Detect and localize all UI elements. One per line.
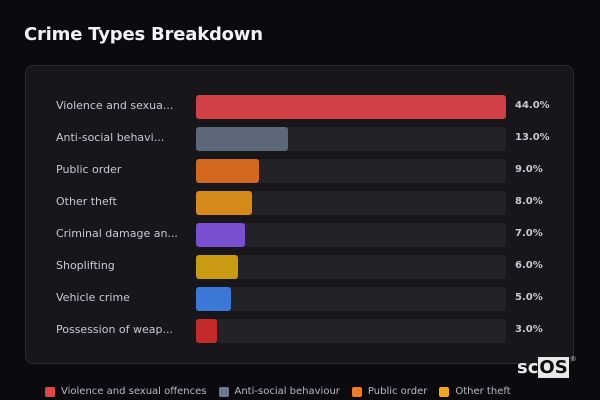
bar[interactable] [196, 159, 260, 183]
bar-label: Anti-social behavi... [56, 131, 165, 144]
legend-label: Public order [367, 386, 428, 397]
page-title: Crime Types Breakdown [24, 24, 263, 45]
legend-swatch [439, 386, 450, 397]
bar-row: Public order 9.0% [26, 159, 573, 183]
chart-panel: Violence and sexua... 44.0% Anti-social be… [25, 65, 574, 364]
bar-track [196, 159, 506, 183]
legend-swatch [218, 386, 229, 397]
bar-value: 9.0% [515, 164, 543, 175]
bar-label: Shoplifting [56, 259, 115, 272]
bar-value: 5.0% [515, 292, 543, 303]
bar-row: Shoplifting 6.0% [26, 255, 573, 279]
bar-track [196, 95, 506, 119]
bar-track [196, 127, 506, 151]
bar-track [196, 223, 506, 247]
legend-label: Other theft [455, 386, 511, 397]
legend-swatch [351, 386, 362, 397]
bar-value: 6.0% [515, 260, 543, 271]
bar-row: Vehicle crime 5.0% [26, 287, 573, 311]
legend-label: Anti-social behaviour [234, 386, 340, 397]
bar[interactable] [196, 127, 288, 151]
bar[interactable] [196, 95, 506, 119]
bar-row: Possession of weap... 3.0% [26, 319, 573, 343]
legend-item[interactable]: Public order [351, 386, 428, 397]
bar-row: Criminal damage an... 7.0% [26, 223, 573, 247]
scos-logo: scOS ® [517, 355, 577, 378]
bar-row: Anti-social behavi... 13.0% [26, 127, 573, 151]
legend-label: Violence and sexual offences [61, 386, 207, 397]
bar-label: Possession of weap... [56, 323, 173, 336]
bar-track [196, 255, 506, 279]
bar-row: Other theft 8.0% [26, 191, 573, 215]
logo-os: OS [538, 357, 569, 378]
bar-value: 13.0% [515, 132, 550, 143]
bar-value: 3.0% [515, 324, 543, 335]
bar-label: Other theft [56, 195, 117, 208]
bar[interactable] [196, 287, 232, 311]
bar-value: 44.0% [515, 100, 550, 111]
bar-label: Violence and sexua... [56, 99, 174, 112]
bar-label: Vehicle crime [56, 291, 130, 304]
bar-row: Violence and sexua... 44.0% [26, 95, 573, 119]
legend-item[interactable]: Other theft [439, 386, 511, 397]
bar-label: Criminal damage an... [56, 227, 178, 240]
bar-value: 8.0% [515, 196, 543, 207]
logo-sc: sc [517, 357, 539, 378]
legend-item[interactable]: Anti-social behaviour [218, 386, 340, 397]
chart-legend: Violence and sexual offences Anti-social … [45, 386, 511, 397]
bar-track [196, 191, 506, 215]
bar[interactable] [196, 319, 218, 343]
legend-swatch [45, 386, 55, 397]
bar[interactable] [196, 191, 253, 215]
legend-item[interactable]: Violence and sexual offences [45, 386, 207, 397]
bar[interactable] [196, 255, 239, 279]
bar-track [196, 319, 506, 343]
bar[interactable] [196, 223, 246, 247]
bar-track [196, 287, 506, 311]
bar-label: Public order [56, 163, 122, 176]
bar-value: 7.0% [515, 228, 543, 239]
registered-mark: ® [569, 355, 577, 363]
